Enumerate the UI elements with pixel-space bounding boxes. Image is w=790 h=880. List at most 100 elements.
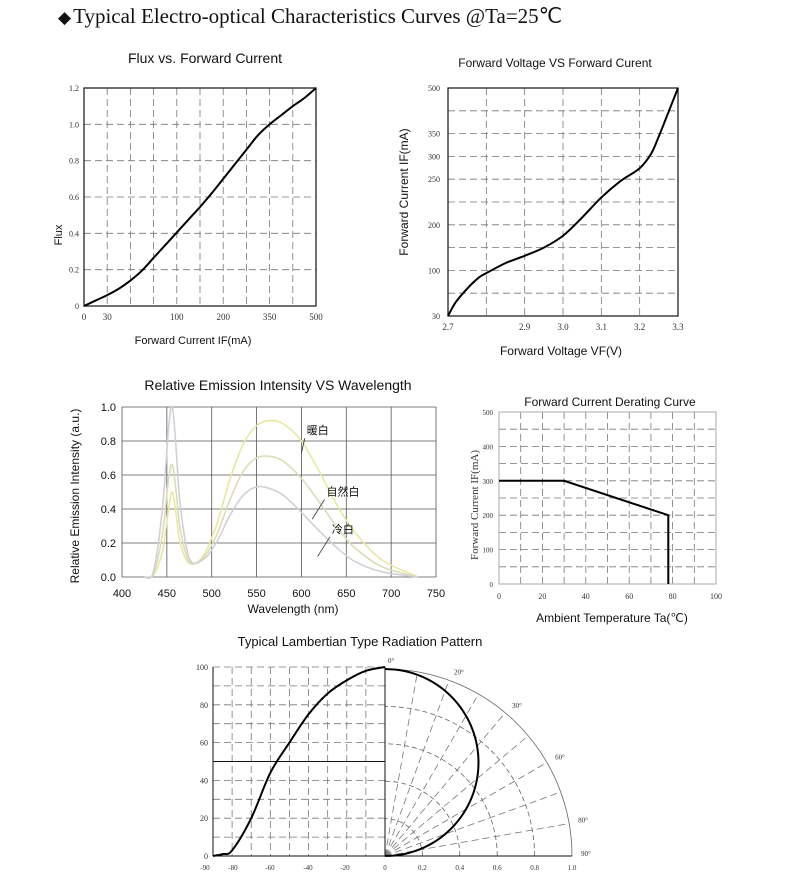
y-tick-label: 1.0 bbox=[101, 402, 116, 414]
x-tick-label: 350 bbox=[263, 312, 277, 322]
chart-title: Forward Current Derating Curve bbox=[524, 395, 696, 409]
x-tick-label: 100 bbox=[710, 592, 722, 601]
y-tick-label: 500 bbox=[483, 409, 494, 417]
x-tick-label: 20 bbox=[538, 592, 546, 601]
y-tick-label: 0.2 bbox=[69, 266, 79, 275]
angle-label: 60° bbox=[555, 754, 565, 762]
y-tick-label: 400 bbox=[483, 443, 494, 451]
y-tick-label: 0.2 bbox=[101, 538, 116, 550]
y-tick-label: 250 bbox=[428, 175, 440, 184]
x-tick-label: 700 bbox=[382, 588, 400, 600]
x-tick-label: 0.2 bbox=[418, 864, 427, 872]
angle-label: 0° bbox=[388, 657, 395, 665]
x-tick-label: 100 bbox=[170, 312, 184, 322]
chart-lambertian: -90 -80 -60 -40 -20 0 0.2 0.4 0.6 0.8 1.0 0 20 40 60 80… bbox=[196, 634, 591, 872]
x-tick-label: -80 bbox=[228, 864, 238, 872]
y-tick-label: 200 bbox=[483, 512, 494, 520]
polar-radial-line bbox=[384, 712, 506, 857]
x-tick-label: 500 bbox=[203, 588, 221, 600]
polar-radial-line bbox=[384, 671, 418, 857]
chart-title: Forward Voltage VS Forward Curent bbox=[458, 56, 652, 70]
x-tick-label: 80 bbox=[669, 592, 677, 601]
x-axis-label: Wavelength (nm) bbox=[248, 602, 339, 616]
y-tick-label: 0 bbox=[204, 852, 208, 861]
page-heading-text: Typical Electro-optical Characteristics … bbox=[73, 4, 563, 28]
polar-curve bbox=[384, 668, 480, 857]
x-tick-label: -20 bbox=[340, 864, 350, 872]
angle-label: 80° bbox=[578, 816, 588, 824]
y-axis-label: Forward Current IF(mA) bbox=[397, 128, 411, 255]
spectrum-series-2 bbox=[144, 455, 419, 579]
x-axis-label: Forward Current IF(mA) bbox=[135, 335, 252, 347]
y-tick-label: 30 bbox=[432, 312, 440, 321]
plot-frame bbox=[447, 87, 679, 317]
y-tick-label: 0.8 bbox=[69, 157, 79, 166]
y-axis-label: Flux bbox=[53, 224, 65, 245]
intensity-curve bbox=[212, 666, 386, 857]
y-tick-label: 0 bbox=[75, 302, 79, 311]
y-tick-label: 100 bbox=[483, 547, 494, 555]
x-tick-label: 400 bbox=[113, 588, 131, 600]
y-tick-label: 80 bbox=[200, 701, 208, 710]
diamond-icon: ◆ bbox=[58, 8, 72, 27]
page-heading: ◆Typical Electro-optical Characteristics… bbox=[58, 4, 562, 29]
chart-forward-voltage: 2.7 2.9 3.0 3.1 3.2 3.3 30 100 200 250 300 350 500 Fo… bbox=[397, 56, 684, 358]
polar-ring bbox=[384, 668, 573, 857]
polar-radial-line bbox=[384, 680, 450, 857]
angle-label: 20° bbox=[454, 669, 464, 677]
y-tick-label: 40 bbox=[200, 776, 208, 785]
derating-series-line bbox=[499, 479, 670, 584]
y-tick-label: 350 bbox=[428, 130, 440, 139]
y-axis-label: Relative Emission Intensity (a.u.) bbox=[68, 409, 82, 584]
x-tick-label: 500 bbox=[309, 312, 323, 322]
x-tick-label: 0 bbox=[497, 592, 501, 601]
x-tick-label: -40 bbox=[303, 864, 313, 872]
polar-radial-line bbox=[384, 791, 561, 857]
spectrum-series-3 bbox=[144, 405, 419, 580]
y-tick-label: 100 bbox=[428, 266, 440, 275]
x-tick-label: 3.1 bbox=[596, 322, 607, 332]
chart-title: Flux vs. Forward Current bbox=[128, 50, 282, 66]
angle-label: 90° bbox=[581, 850, 591, 858]
x-tick-label: 450 bbox=[158, 588, 176, 600]
polar-ring bbox=[384, 780, 461, 857]
y-tick-label: 0.6 bbox=[101, 470, 116, 482]
polar-radial-line bbox=[384, 693, 479, 857]
series-annotation: 自然白 bbox=[327, 484, 360, 498]
x-axis-label: Ambient Temperature Ta(℃) bbox=[536, 611, 688, 625]
chart-title: Typical Lambertian Type Radiation Patter… bbox=[238, 634, 483, 649]
y-tick-label: 0.4 bbox=[101, 504, 116, 516]
x-tick-label: 750 bbox=[427, 588, 445, 600]
plot-frame bbox=[498, 411, 717, 585]
annotation-leader bbox=[311, 499, 325, 520]
chart-derating: 0 20 40 60 80 100 0 100 200 300 400 500 Forward Curr… bbox=[469, 395, 722, 625]
x-tick-label: 0.8 bbox=[530, 864, 539, 872]
y-axis-label: Forward Current IF(mA) bbox=[469, 450, 481, 560]
y-tick-label: 0.4 bbox=[69, 229, 79, 238]
x-tick-label: 3.3 bbox=[672, 322, 684, 332]
polar-ring bbox=[384, 743, 498, 857]
x-tick-label: -90 bbox=[200, 864, 210, 872]
y-tick-label: 0 bbox=[490, 581, 494, 589]
series-annotation: 冷白 bbox=[332, 522, 354, 536]
y-tick-label: 1.0 bbox=[69, 120, 79, 129]
plot-frame bbox=[83, 87, 317, 307]
x-tick-label: 200 bbox=[216, 312, 230, 322]
polar-radial-line bbox=[384, 823, 570, 857]
annotation-leader bbox=[301, 438, 306, 453]
y-tick-label: 60 bbox=[200, 739, 208, 748]
y-tick-label: 300 bbox=[483, 478, 494, 486]
x-tick-label: 1.0 bbox=[568, 864, 577, 872]
x-tick-label: 0.6 bbox=[493, 864, 502, 872]
y-tick-label: 0.8 bbox=[101, 436, 116, 448]
annotation-leader bbox=[317, 536, 331, 557]
y-tick-label: 20 bbox=[200, 814, 208, 823]
y-tick-label: 0.0 bbox=[101, 572, 116, 584]
polar-ring bbox=[384, 706, 535, 857]
x-tick-label: 0 bbox=[82, 312, 87, 322]
x-tick-label: 0 bbox=[383, 864, 387, 872]
x-tick-label: 3.0 bbox=[557, 322, 569, 332]
x-tick-label: 30 bbox=[103, 312, 113, 322]
